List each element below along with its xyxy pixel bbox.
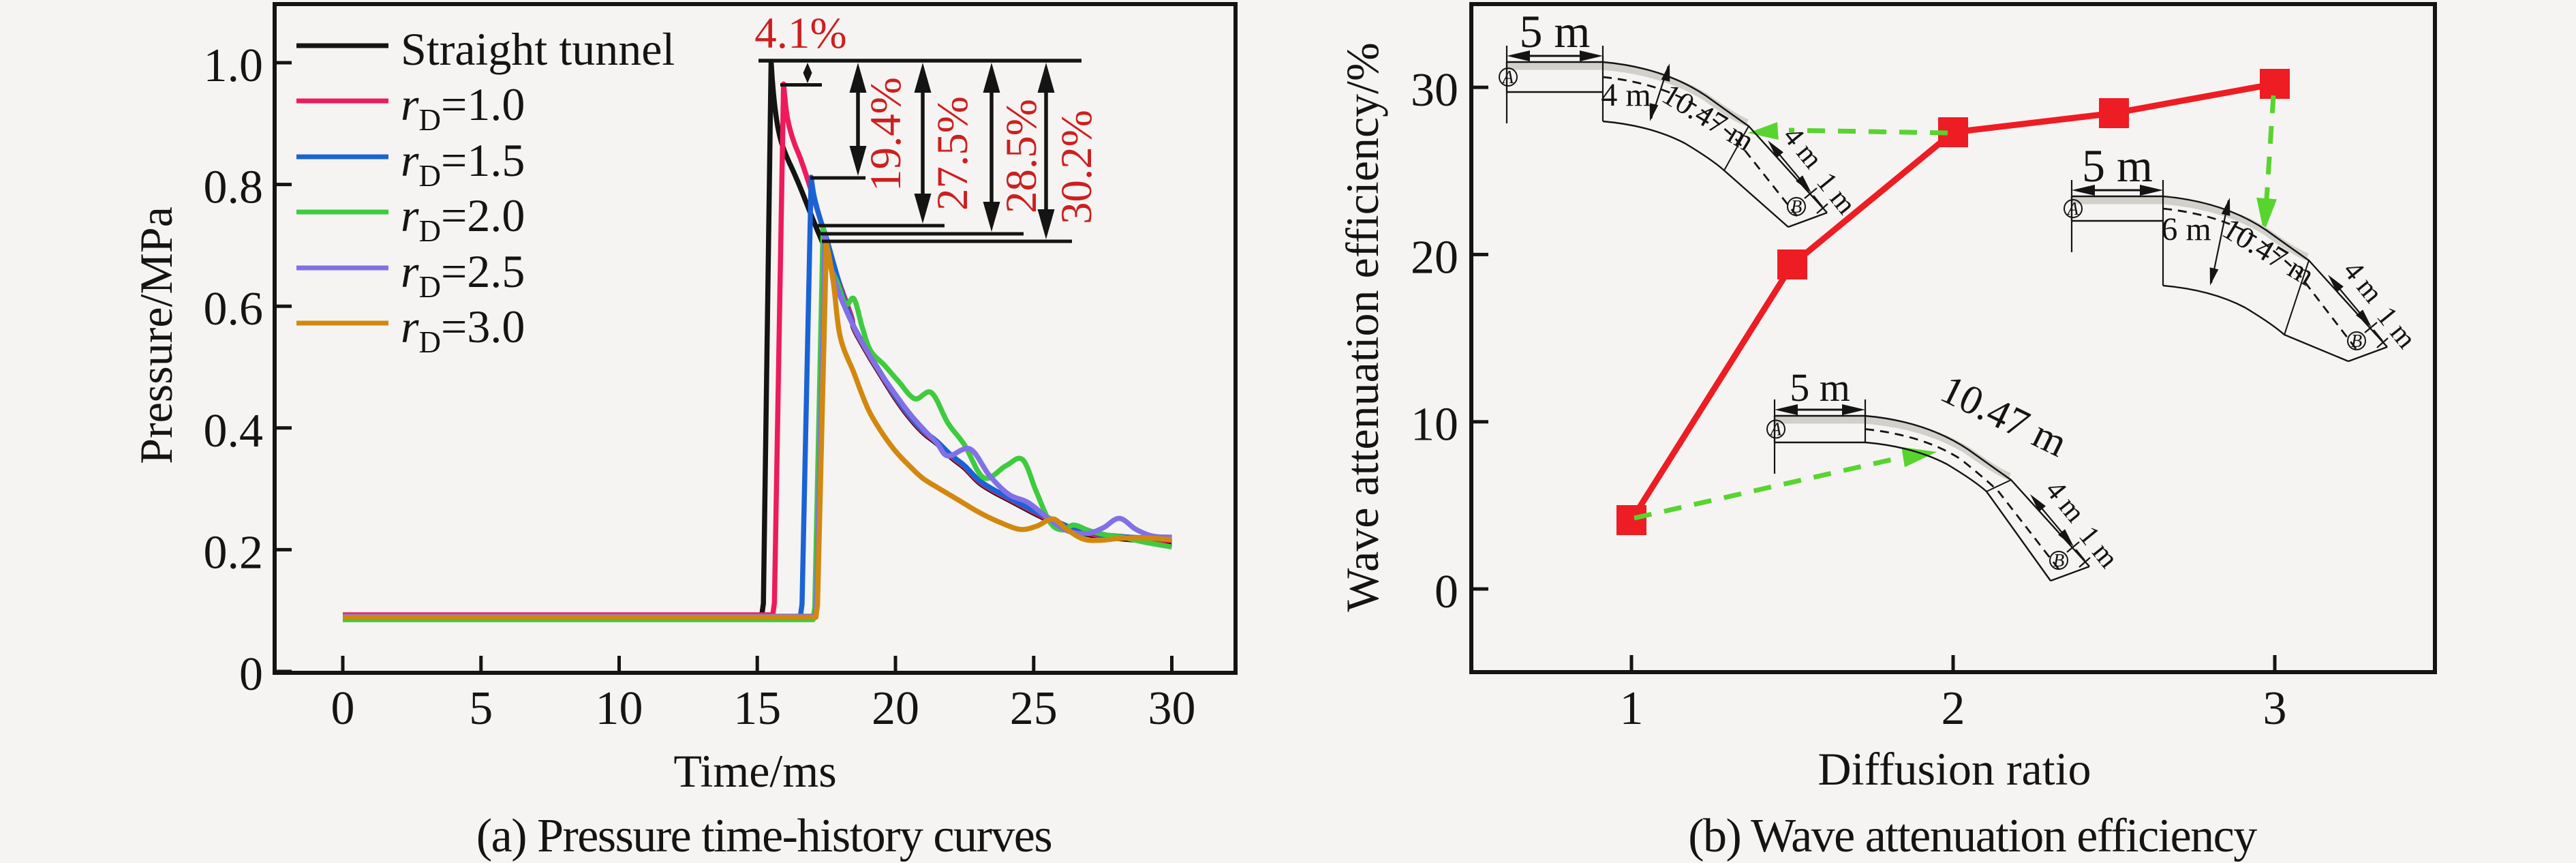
svg-text:25: 25 <box>1010 682 1058 735</box>
svg-text:Straight tunnel: Straight tunnel <box>401 23 675 75</box>
svg-text:rD=1.5: rD=1.5 <box>401 134 525 193</box>
svg-text:rD=3.0: rD=3.0 <box>401 301 525 359</box>
svg-text:0.2: 0.2 <box>204 526 264 579</box>
svg-text:A: A <box>1769 419 1782 440</box>
svg-text:B: B <box>2053 550 2065 571</box>
svg-text:1.0: 1.0 <box>204 40 264 92</box>
svg-text:27.5%: 27.5% <box>928 96 977 211</box>
svg-text:30: 30 <box>1148 682 1196 735</box>
svg-text:15: 15 <box>733 682 781 735</box>
svg-text:4.1%: 4.1% <box>754 9 846 58</box>
svg-text:5 m: 5 m <box>1520 5 1591 57</box>
svg-text:30.2%: 30.2% <box>1052 110 1101 224</box>
svg-text:Wave attenuation efficiency/%: Wave attenuation efficiency/% <box>1336 42 1388 611</box>
svg-text:1: 1 <box>1620 682 1644 735</box>
svg-text:5 m: 5 m <box>1790 365 1850 410</box>
svg-text:rD=1.0: rD=1.0 <box>401 78 525 137</box>
svg-text:0: 0 <box>331 682 355 735</box>
svg-text:(b) Wave attenuation efficienc: (b) Wave attenuation efficiency <box>1688 810 2257 862</box>
svg-text:A: A <box>1501 67 1514 87</box>
svg-text:3: 3 <box>2263 682 2287 735</box>
svg-text:B: B <box>1791 196 1803 217</box>
svg-text:6 m: 6 m <box>2161 211 2211 247</box>
svg-text:30: 30 <box>1411 64 1458 117</box>
svg-text:B: B <box>2351 331 2363 351</box>
svg-text:20: 20 <box>1411 231 1458 284</box>
svg-text:A: A <box>2066 198 2079 219</box>
svg-text:Diffusion ratio: Diffusion ratio <box>1818 743 2091 795</box>
svg-text:5 m: 5 m <box>2082 140 2153 192</box>
svg-text:rD=2.0: rD=2.0 <box>401 190 525 248</box>
svg-text:0: 0 <box>1435 566 1458 618</box>
svg-text:Time/ms: Time/ms <box>673 745 836 797</box>
svg-text:Pressure/MPa: Pressure/MPa <box>130 207 182 464</box>
svg-text:4 m: 4 m <box>1601 77 1651 113</box>
svg-text:2: 2 <box>1942 682 1965 735</box>
svg-text:rD=2.5: rD=2.5 <box>401 245 525 304</box>
svg-text:(a) Pressure time-history curv: (a) Pressure time-history curves <box>476 810 1052 862</box>
svg-text:0: 0 <box>239 648 263 701</box>
svg-text:10: 10 <box>596 682 643 735</box>
svg-text:19.4%: 19.4% <box>861 77 910 192</box>
svg-text:0.8: 0.8 <box>204 162 264 214</box>
svg-text:0.4: 0.4 <box>204 405 264 457</box>
svg-text:0.6: 0.6 <box>204 283 264 335</box>
svg-text:10: 10 <box>1411 399 1458 451</box>
svg-text:5: 5 <box>469 682 493 735</box>
svg-text:28.5%: 28.5% <box>997 99 1046 213</box>
svg-text:20: 20 <box>872 682 919 735</box>
